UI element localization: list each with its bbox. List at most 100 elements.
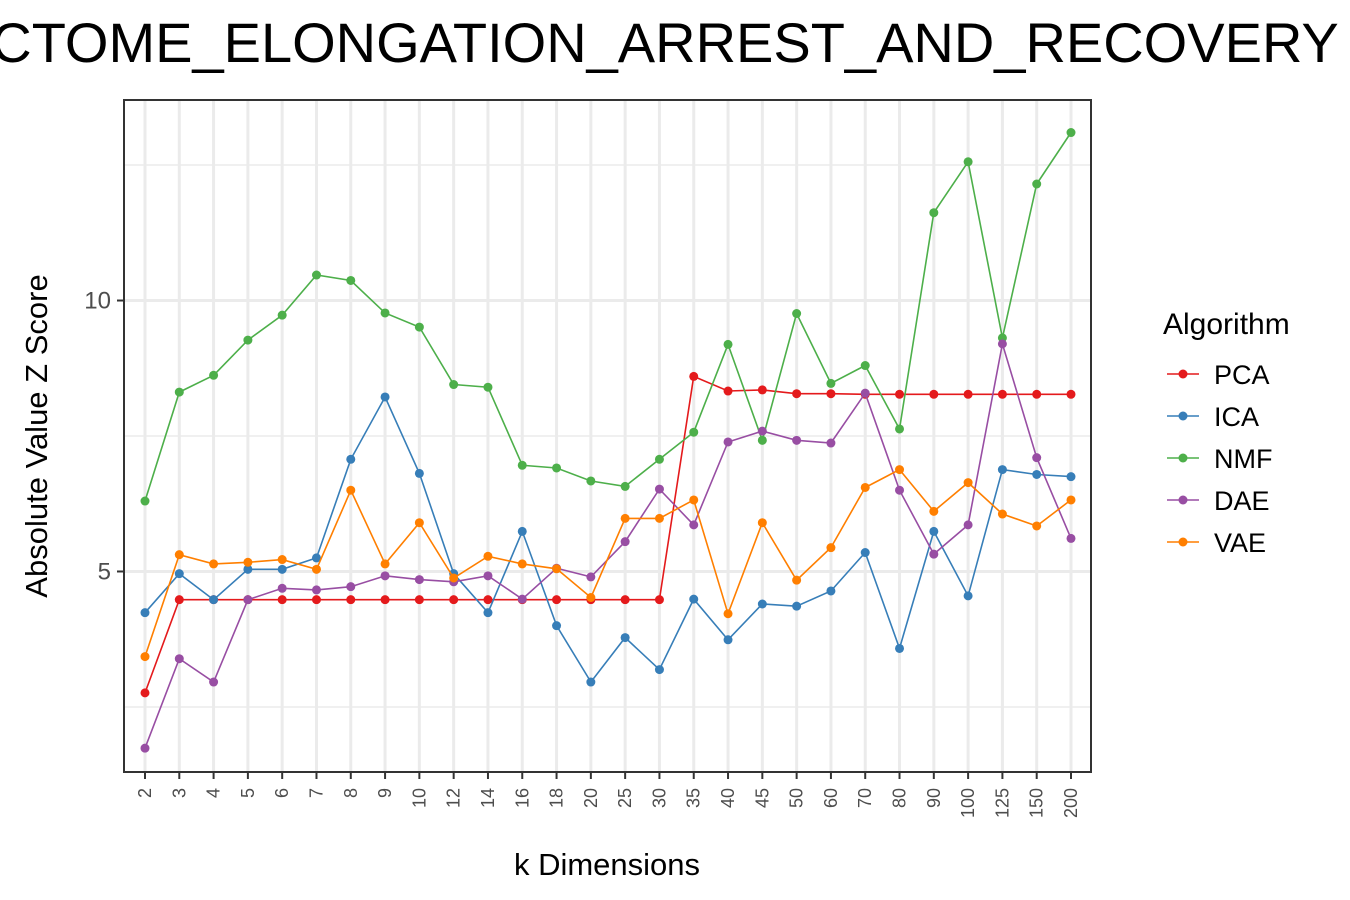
data-point-pca [929,389,939,399]
data-point-pca [723,386,733,396]
data-point-pca [792,389,802,399]
data-point-nmf [860,361,870,371]
data-point-vae [449,573,459,583]
data-point-ica [826,586,836,596]
data-point-pca [1066,389,1076,399]
data-point-ica [346,454,356,464]
data-point-ica [895,643,905,653]
data-point-nmf [689,427,699,437]
data-point-nmf [552,463,562,473]
data-point-nmf [483,382,493,392]
data-point-nmf [757,435,767,445]
data-point-ica [860,548,870,558]
data-point-pca [1032,389,1042,399]
data-point-pca [483,595,493,605]
data-point-vae [792,575,802,585]
legend-item-pca: PCA [1167,360,1270,390]
y-axis-title: Absolute Value Z Score [19,274,54,597]
x-tick-label: 40 [718,788,738,808]
legend-title: Algorithm [1163,308,1290,341]
x-axis: 2 3 4 5 6 7 8 9 10 12 14 16 18 20 25 30 35 40 45 50 60 70 80 90… [135,772,1081,818]
data-point-dae [895,485,905,495]
data-point-dae [483,571,493,581]
data-point-dae [860,388,870,398]
series-line-nmf [144,132,1072,502]
data-point-ica [140,608,150,618]
data-point-pca [414,595,424,605]
x-tick-label: 7 [306,788,326,798]
legend-item-dae: DAE [1167,486,1270,516]
data-point-nmf [1032,179,1042,189]
legend-key-point [1178,537,1188,547]
data-point-vae [929,506,939,516]
data-point-pca [654,595,664,605]
data-point-ica [620,633,630,643]
data-point-vae [140,652,150,662]
chart-title: CTOME_ELONGATION_ARREST_AND_RECOVERY [0,11,1339,74]
data-point-dae [929,549,939,559]
data-point-nmf [449,380,459,390]
plot-border [123,99,1092,773]
y-tick-label: 10 [84,288,111,315]
data-point-ica [997,465,1007,475]
data-point-ica [209,595,219,605]
series-vae [140,465,1076,662]
data-point-nmf [140,496,150,506]
data-point-ica [654,665,664,675]
data-point-nmf [517,460,527,470]
x-axis-title: k Dimensions [514,847,700,882]
data-point-ica [963,591,973,601]
x-tick-label: 2 [135,788,155,798]
data-point-vae [277,555,287,565]
legend-item-nmf: NMF [1167,444,1272,474]
plot-area [123,99,1092,773]
data-point-nmf [243,335,253,345]
series-ica [140,392,1076,687]
data-point-dae [277,583,287,593]
series-line-pca [144,375,1071,694]
data-point-nmf [346,275,356,285]
legend-item-ica: ICA [1167,402,1259,432]
x-tick-label: 45 [752,788,772,808]
data-point-pca [757,385,767,395]
data-point-nmf [620,481,630,491]
x-tick-label: 30 [649,788,669,808]
x-tick-label: 50 [787,788,807,808]
data-point-ica [517,526,527,536]
x-tick-label: 18 [547,788,567,808]
data-point-ica [174,569,184,579]
grid-minor [124,164,1091,708]
legend-items: PCA ICA NMF DAE VAE [1167,360,1272,558]
data-point-nmf [929,208,939,218]
data-point-pca [963,389,973,399]
legend-key-point [1178,495,1188,505]
data-point-dae [1066,533,1076,543]
data-point-pca [174,595,184,605]
data-point-dae [414,575,424,585]
data-point-dae [380,571,390,581]
data-point-dae [517,594,527,604]
data-point-dae [757,426,767,436]
data-point-pca [620,595,630,605]
data-point-dae [174,654,184,664]
data-point-dae [209,677,219,687]
series-pca [140,371,1076,698]
data-point-nmf [586,476,596,486]
x-tick-label: 125 [992,788,1012,818]
data-point-pca [552,595,562,605]
data-point-nmf [380,308,390,318]
legend-label: PCA [1214,360,1270,390]
data-point-ica [757,599,767,609]
data-point-nmf [963,157,973,167]
data-point-nmf [209,370,219,380]
data-point-vae [483,551,493,561]
data-point-dae [997,339,1007,349]
data-point-nmf [895,424,905,434]
data-point-dae [346,582,356,592]
data-point-ica [723,635,733,645]
x-tick-label: 14 [478,788,498,808]
data-point-pca [380,595,390,605]
data-point-pca [311,595,321,605]
x-tick-label: 3 [169,788,189,798]
